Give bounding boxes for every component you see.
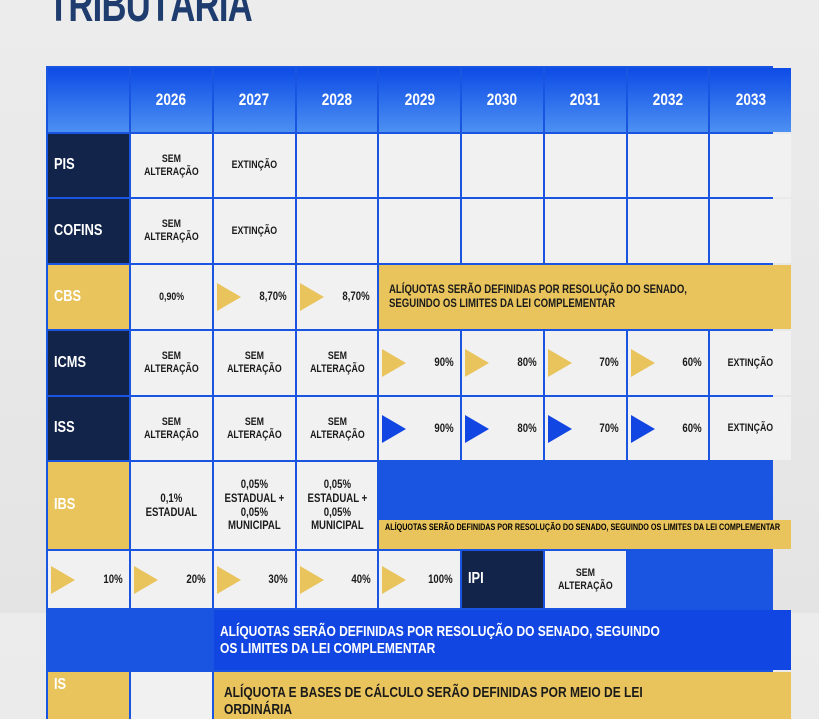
- cell: [462, 134, 543, 197]
- cell: [627, 199, 709, 263]
- cell: SEM ALTERAÇÃO: [213, 331, 295, 395]
- cell: 0,05% ESTADUAL + 0,05% MUNICIPAL: [213, 462, 295, 549]
- cell: 70%: [544, 397, 626, 460]
- row-label-cbs: CBS: [48, 265, 129, 329]
- cell: EXTINÇÃO: [710, 331, 791, 395]
- cbs-span-note: ALÍQUOTAS SERÃO DEFINIDAS POR RESOLUÇÃO …: [379, 265, 791, 329]
- cell: [462, 199, 543, 263]
- cell: [627, 134, 709, 197]
- cell: [131, 672, 212, 719]
- arrow-icon: [134, 566, 158, 594]
- arrow-icon: [465, 349, 489, 377]
- cell: 40%: [296, 551, 378, 608]
- arrow-icon: [51, 566, 75, 594]
- cell: 70%: [544, 331, 626, 395]
- cell: 0,90%: [131, 265, 212, 329]
- cell: 20%: [131, 551, 212, 608]
- header-2027: 2027: [213, 68, 295, 132]
- header-2032: 2032: [627, 68, 709, 132]
- cell: [296, 199, 378, 263]
- row-label-is: IS: [48, 672, 129, 719]
- cell: 30%: [213, 551, 295, 608]
- arrow-icon: [547, 349, 572, 377]
- cell: SEM ALTERAÇÃO: [544, 551, 626, 608]
- tax-transition-table: 2026 2027 2028 2029 2030 2031 2032 2033 …: [46, 66, 791, 719]
- cell: 100%: [379, 551, 460, 608]
- cell: 8,70%: [213, 265, 295, 329]
- ipi-span-note: ALÍQUOTAS SERÃO DEFINIDAS POR RESOLUÇÃO …: [213, 610, 791, 670]
- cell: [544, 199, 626, 263]
- is-span-note: ALÍQUOTA E BASES DE CÁLCULO SERÃO DEFINI…: [213, 672, 791, 719]
- cell: 8,70%: [296, 265, 378, 329]
- row-label-ipi: IPI: [462, 551, 543, 608]
- header-2031: 2031: [544, 68, 626, 132]
- cell: [379, 134, 460, 197]
- row-label-pis: PIS: [48, 134, 129, 197]
- header-2033: 2033: [710, 68, 791, 132]
- arrow-icon: [382, 414, 407, 443]
- header-2030: 2030: [462, 68, 543, 132]
- arrow-icon: [465, 414, 489, 443]
- cell: EXTINÇÃO: [213, 134, 295, 197]
- header-2029: 2029: [379, 68, 460, 132]
- cell: SEM ALTERAÇÃO: [131, 134, 212, 197]
- cell: [296, 134, 378, 197]
- cell: 0,1% ESTADUAL: [131, 462, 212, 549]
- cell: [544, 134, 626, 197]
- arrow-icon: [382, 349, 407, 377]
- cell: SEM ALTERAÇÃO: [131, 199, 212, 263]
- arrow-icon: [216, 566, 241, 594]
- cell: 10%: [48, 551, 129, 608]
- cell: SEM ALTERAÇÃO: [131, 397, 212, 460]
- cell: [710, 199, 791, 263]
- header-corner: [48, 68, 129, 132]
- cell: SEM ALTERAÇÃO: [213, 397, 295, 460]
- cell: SEM ALTERAÇÃO: [131, 331, 212, 395]
- arrow-icon: [382, 566, 407, 594]
- ibs-band-note: ALÍQUOTAS SERÃO DEFINIDAS POR RESOLUÇÃO …: [379, 520, 791, 549]
- cell: [710, 134, 791, 197]
- row-label-icms: ICMS: [48, 331, 129, 395]
- arrow-icon: [630, 414, 655, 443]
- header-2028: 2028: [296, 68, 378, 132]
- page-title: TRIBUTÁRIA: [48, 0, 253, 32]
- arrow-icon: [299, 283, 324, 311]
- row-label-cofins: COFINS: [48, 199, 129, 263]
- cell: 80%: [462, 331, 543, 395]
- arrow-icon: [216, 283, 241, 311]
- cell: EXTINÇÃO: [213, 199, 295, 263]
- cell: SEM ALTERAÇÃO: [296, 331, 378, 395]
- arrow-icon: [299, 566, 324, 594]
- cell: SEM ALTERAÇÃO: [296, 397, 378, 460]
- cell: 0,05% ESTADUAL + 0,05% MUNICIPAL: [296, 462, 378, 549]
- header-2026: 2026: [131, 68, 212, 132]
- row-label-iss: ISS: [48, 397, 129, 460]
- arrow-icon: [547, 414, 572, 443]
- cell: EXTINÇÃO: [710, 397, 791, 460]
- cell: [379, 199, 460, 263]
- cell: 80%: [462, 397, 543, 460]
- cell: 60%: [627, 331, 709, 395]
- arrow-icon: [630, 349, 655, 377]
- cell: 60%: [627, 397, 709, 460]
- cell: 90%: [379, 397, 460, 460]
- cell: 90%: [379, 331, 460, 395]
- row-label-ibs: IBS: [48, 462, 129, 549]
